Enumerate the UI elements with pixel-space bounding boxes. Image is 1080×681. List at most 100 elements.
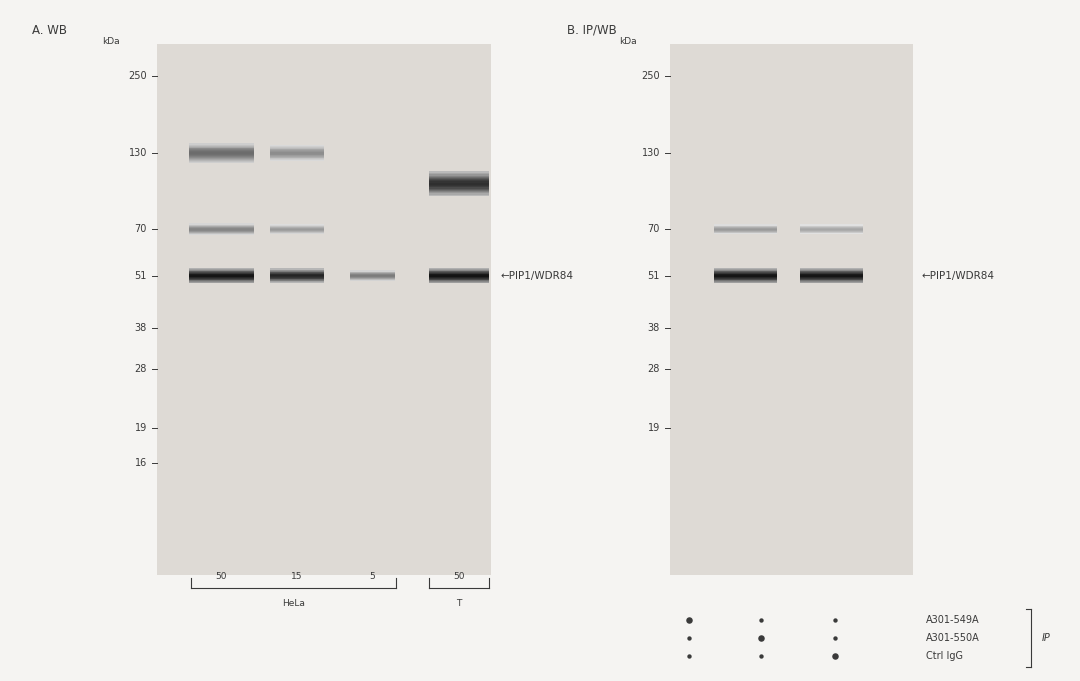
Text: IP: IP — [1042, 633, 1051, 643]
Bar — [189, 144, 254, 146]
Bar — [429, 281, 488, 282]
Bar — [714, 225, 777, 226]
Bar — [270, 227, 324, 228]
Bar — [714, 274, 777, 276]
Bar — [270, 281, 324, 283]
Bar — [429, 276, 488, 277]
Text: 16: 16 — [135, 458, 147, 468]
Bar — [189, 146, 254, 148]
Bar — [800, 275, 863, 276]
Bar — [429, 189, 488, 191]
Bar — [429, 182, 488, 184]
Bar — [800, 230, 863, 232]
Bar — [670, 44, 913, 575]
Bar — [270, 157, 324, 158]
Bar — [429, 268, 488, 270]
Bar — [189, 227, 254, 228]
Bar — [270, 155, 324, 157]
Bar — [800, 229, 863, 231]
Bar — [429, 188, 488, 190]
Bar — [189, 145, 254, 146]
Bar — [429, 178, 488, 180]
Text: 50: 50 — [216, 572, 227, 582]
Bar — [800, 228, 863, 229]
Bar — [800, 231, 863, 232]
Bar — [429, 183, 488, 185]
Bar — [189, 280, 254, 281]
Bar — [714, 233, 777, 234]
Bar — [270, 270, 324, 272]
Bar — [714, 270, 777, 272]
Bar — [270, 157, 324, 159]
Bar — [800, 276, 863, 278]
Bar — [800, 278, 863, 280]
Bar — [800, 272, 863, 274]
Bar — [270, 276, 324, 278]
Bar — [800, 232, 863, 233]
Bar — [800, 226, 863, 227]
Bar — [714, 273, 777, 274]
Bar — [189, 151, 254, 153]
Point — [753, 614, 770, 625]
Bar — [800, 269, 863, 270]
Bar — [270, 224, 324, 225]
Bar — [350, 275, 395, 276]
Bar — [429, 186, 488, 187]
Bar — [350, 271, 395, 272]
Bar — [270, 233, 324, 234]
Bar — [270, 279, 324, 281]
Bar — [270, 272, 324, 274]
Bar — [189, 153, 254, 155]
Bar — [189, 233, 254, 234]
Bar — [429, 272, 488, 273]
Bar — [270, 272, 324, 273]
Bar — [189, 270, 254, 271]
Bar — [189, 232, 254, 233]
Bar — [714, 277, 777, 279]
Bar — [270, 232, 324, 234]
Bar — [429, 176, 488, 178]
Bar — [270, 270, 324, 271]
Bar — [714, 231, 777, 232]
Bar — [189, 158, 254, 160]
Bar — [189, 232, 254, 234]
Bar — [189, 234, 254, 235]
Bar — [800, 233, 863, 234]
Bar — [189, 148, 254, 151]
Bar — [189, 226, 254, 227]
Bar — [189, 224, 254, 225]
Bar — [350, 273, 395, 274]
Text: 28: 28 — [648, 364, 660, 374]
Bar — [714, 268, 777, 269]
Bar — [429, 181, 488, 183]
Point — [753, 651, 770, 662]
Bar — [714, 281, 777, 282]
Bar — [714, 224, 777, 225]
Bar — [189, 276, 254, 277]
Bar — [189, 152, 254, 153]
Bar — [270, 228, 324, 229]
Bar — [350, 278, 395, 279]
Bar — [800, 227, 863, 228]
Bar — [714, 272, 777, 273]
Text: ←PIP1/WDR84: ←PIP1/WDR84 — [921, 271, 995, 281]
Bar — [714, 232, 777, 233]
Bar — [189, 268, 254, 270]
Text: 19: 19 — [135, 423, 147, 432]
Bar — [350, 270, 395, 272]
Bar — [714, 227, 777, 229]
Bar — [157, 44, 491, 575]
Bar — [189, 155, 254, 157]
Bar — [714, 232, 777, 233]
Point — [680, 614, 698, 625]
Bar — [429, 193, 488, 195]
Bar — [189, 228, 254, 229]
Bar — [189, 153, 254, 154]
Bar — [270, 152, 324, 153]
Text: 70: 70 — [135, 225, 147, 234]
Bar — [270, 149, 324, 151]
Bar — [189, 231, 254, 232]
Point — [826, 614, 843, 625]
Bar — [714, 274, 777, 275]
Bar — [800, 281, 863, 283]
